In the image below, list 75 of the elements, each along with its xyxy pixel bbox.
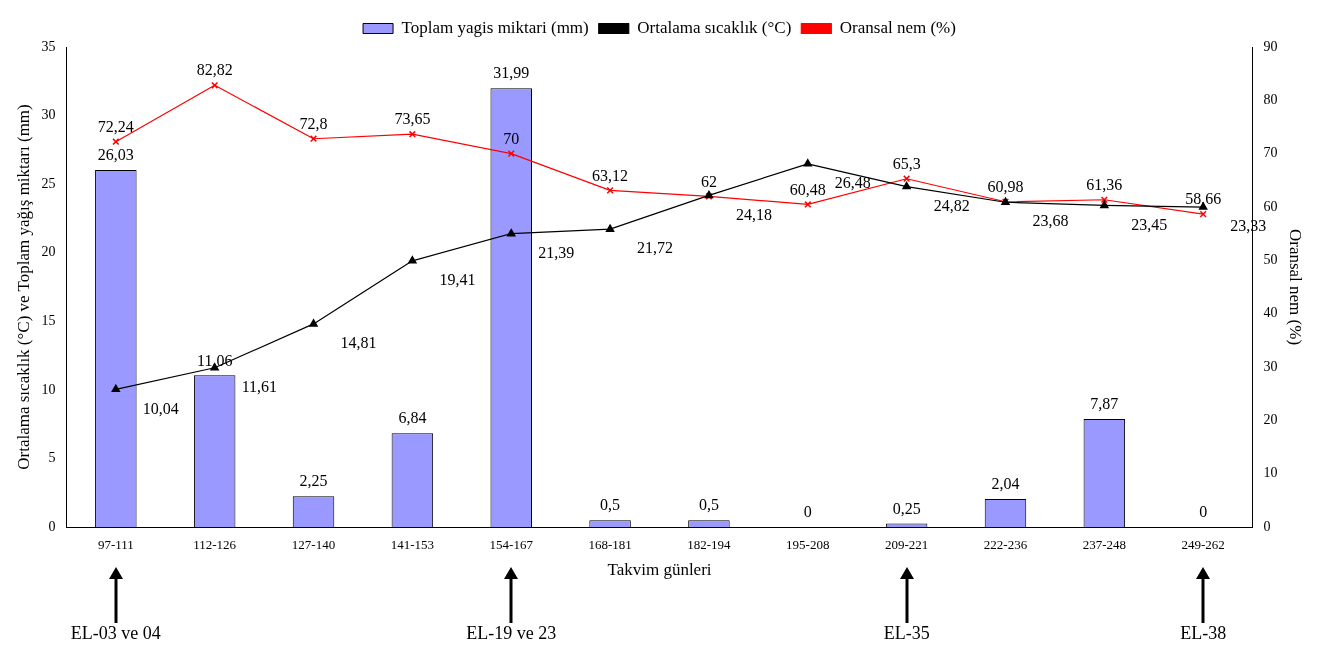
data-label: 10,04 xyxy=(142,399,179,417)
x-tick-label: 222-236 xyxy=(983,537,1028,553)
text: EL-19 ve 23 xyxy=(466,622,557,643)
legend-label: Ortalama sıcaklık (°C) xyxy=(637,17,792,37)
y2-tick-label: 40 xyxy=(1263,305,1278,321)
y-tick-label: 35 xyxy=(41,38,56,54)
data-label: 0,25 xyxy=(892,499,921,517)
data-label: 65,3 xyxy=(892,154,921,172)
data-label: 23,68 xyxy=(1032,212,1069,230)
data-label: 26,03 xyxy=(97,146,134,164)
x-tick-label: 141-153 xyxy=(390,537,435,553)
legend-label: Toplam yagis miktari (mm) xyxy=(401,17,589,37)
y-tick-label: 10 xyxy=(41,381,56,397)
data-label: 24,18 xyxy=(735,205,772,223)
data-label: 21,39 xyxy=(538,243,575,261)
x-tick-label: 112-126 xyxy=(193,537,237,553)
x-tick-label: 182-194 xyxy=(687,537,732,553)
y2-tick-label: 60 xyxy=(1263,198,1278,214)
y2-axis-title: Oransal nem (%) xyxy=(1286,228,1306,346)
data-label: 63,12 xyxy=(592,166,629,184)
data-label: 11,06 xyxy=(196,351,233,369)
text: EL-03 ve 04 xyxy=(70,622,161,643)
data-label: 23,45 xyxy=(1131,215,1168,233)
y-tick-label: 15 xyxy=(41,312,56,328)
y-tick-label: 25 xyxy=(41,175,56,191)
data-label: 26,48 xyxy=(834,174,871,192)
data-label: 73,65 xyxy=(394,110,431,128)
data-label: 0,5 xyxy=(600,496,621,514)
data-label: 7,87 xyxy=(1090,395,1119,413)
y2-tick-label: 10 xyxy=(1263,465,1278,481)
data-label: 60,98 xyxy=(987,177,1024,195)
data-label: 2,04 xyxy=(991,475,1020,493)
x-tick-label: 168-181 xyxy=(588,537,632,553)
text: EL-38 xyxy=(1180,622,1227,643)
data-label: 72,24 xyxy=(97,117,134,135)
y2-tick-label: 0 xyxy=(1263,518,1271,534)
data-label: 24,82 xyxy=(933,196,970,214)
x-tick-label: 154-167 xyxy=(489,537,534,553)
data-label: 70 xyxy=(503,129,520,147)
y-tick-label: 0 xyxy=(48,518,56,534)
y2-tick-label: 20 xyxy=(1263,412,1278,428)
legend-label: Oransal nem (%) xyxy=(839,17,956,37)
text: EL-35 xyxy=(883,622,930,643)
y2-tick-label: 80 xyxy=(1263,92,1278,108)
data-label: 11,61 xyxy=(241,377,278,395)
y2-tick-label: 70 xyxy=(1263,145,1278,161)
y-tick-label: 30 xyxy=(41,107,56,123)
y2-tick-label: 30 xyxy=(1263,358,1278,374)
data-label: 2,25 xyxy=(299,472,328,490)
x-tick-label: 249-262 xyxy=(1181,537,1225,553)
y-tick-label: 5 xyxy=(48,450,56,466)
data-label: 0,5 xyxy=(698,496,719,514)
data-label: 21,72 xyxy=(637,239,674,257)
x-tick-label: 195-208 xyxy=(786,537,830,553)
x-tick-label: 127-140 xyxy=(291,537,336,553)
x-axis-title: Takvim günleri xyxy=(607,560,712,580)
data-label: 62 xyxy=(700,172,717,190)
y2-tick-label: 50 xyxy=(1263,252,1278,268)
data-label: 6,84 xyxy=(398,409,427,427)
data-label: 60,48 xyxy=(789,180,826,198)
data-label: 14,81 xyxy=(340,334,377,352)
y2-tick-label: 90 xyxy=(1263,38,1278,54)
data-label: 72,8 xyxy=(299,114,328,132)
x-tick-label: 209-221 xyxy=(884,537,929,553)
x-tick-label: 97-111 xyxy=(97,537,134,553)
y-tick-label: 20 xyxy=(41,244,56,260)
data-label: 0 xyxy=(803,503,812,521)
x-tick-label: 237-248 xyxy=(1082,537,1126,553)
y-axis-title: Ortalama sıcaklık (°C) ve Toplam yağış miktarı (mm) xyxy=(13,104,33,470)
data-label: 61,36 xyxy=(1086,175,1123,193)
data-label: 58,66 xyxy=(1185,190,1222,208)
data-label: 0 xyxy=(1199,503,1208,521)
data-label: 82,82 xyxy=(196,61,233,79)
data-label: 19,41 xyxy=(439,271,476,289)
data-label: 31,99 xyxy=(493,64,530,82)
